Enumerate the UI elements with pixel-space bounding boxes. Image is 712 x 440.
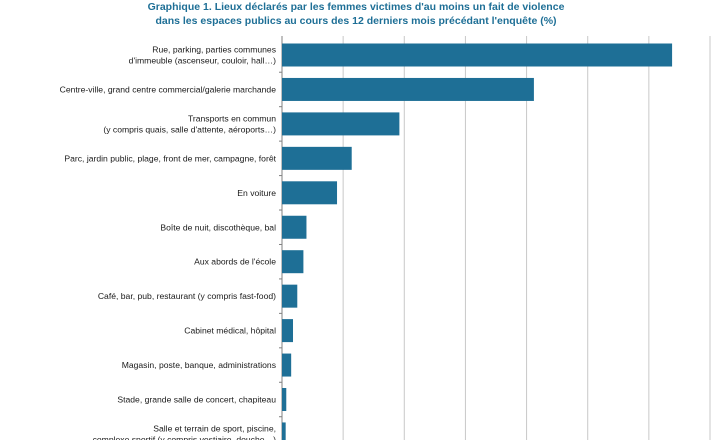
- category-label: Magasin, poste, banque, administrations: [122, 360, 276, 370]
- bar: [282, 77, 534, 101]
- bar: [282, 353, 292, 377]
- category-label: Cabinet médical, hôpital: [184, 326, 276, 336]
- bar: [282, 319, 294, 343]
- bar: [282, 215, 307, 239]
- bar: [282, 181, 338, 205]
- category-label: Centre-ville, grand centre commercial/ga…: [60, 84, 277, 94]
- chart-title-block: Graphique 1. Lieux déclarés par les femm…: [0, 0, 712, 28]
- chart-title: Graphique 1. Lieux déclarés par les femm…: [147, 1, 565, 13]
- category-label: Salle et terrain de sport, piscine, compl…: [93, 423, 277, 440]
- category-label: Transports en commun (y compris quais, sa…: [103, 113, 276, 134]
- bar: [282, 250, 304, 274]
- bar: [282, 422, 286, 440]
- category-label: Aux abords de l'école: [194, 257, 276, 267]
- bar: [282, 43, 673, 67]
- bar: [282, 112, 400, 136]
- bar: [282, 388, 287, 411]
- category-label: Parc, jardin public, plage, front de mer…: [64, 153, 276, 163]
- bar: [282, 284, 298, 308]
- chart-subtitle: dans les espaces publics au cours des 12…: [155, 15, 557, 27]
- category-label: Boîte de nuit, discothèque, bal: [160, 222, 276, 232]
- category-label: Café, bar, pub, restaurant (y compris fa…: [98, 291, 276, 301]
- category-label: En voiture: [237, 188, 276, 198]
- category-label: Stade, grande salle de concert, chapitea…: [117, 395, 276, 405]
- category-label: Rue, parking, parties communes d'immeuble…: [129, 45, 276, 66]
- bar: [282, 146, 352, 170]
